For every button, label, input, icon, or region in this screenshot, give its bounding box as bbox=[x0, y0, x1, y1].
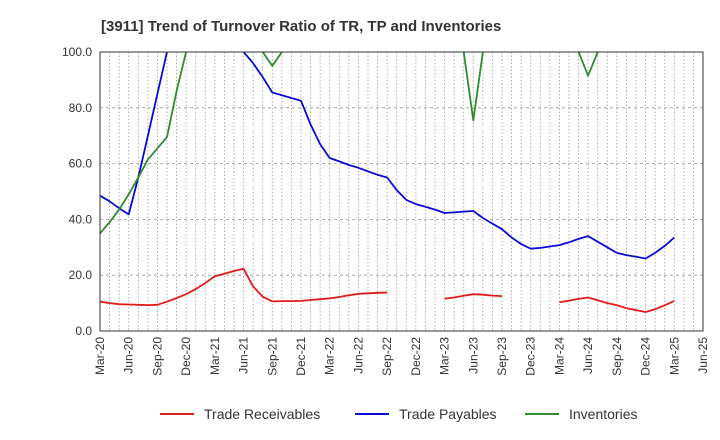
y-tick-label: 100.0 bbox=[62, 45, 92, 59]
x-axis-ticks: Mar-20 Jun-20 Sep-20 Dec-20 Mar-21 Jun-21 Sep-… bbox=[93, 337, 710, 376]
legend-label: Trade Receivables bbox=[204, 406, 320, 422]
chart-title: [3911] Trend of Turnover Ratio of TR, TP… bbox=[101, 18, 501, 35]
x-tick-label: Jun-22 bbox=[351, 337, 365, 374]
grid bbox=[100, 52, 703, 331]
x-tick-label: Dec-23 bbox=[524, 337, 538, 376]
series-lines bbox=[100, 52, 675, 313]
series-line-inventories bbox=[100, 52, 599, 234]
x-tick-label: Dec-21 bbox=[294, 337, 308, 376]
series-line-trade-receivables bbox=[100, 267, 675, 313]
y-tick-label: 40.0 bbox=[69, 212, 93, 226]
legend: Trade Receivables Trade Payables Inventori… bbox=[160, 406, 637, 422]
x-tick-label: Mar-21 bbox=[208, 337, 222, 375]
plot-frame bbox=[99, 51, 704, 332]
legend-label: Trade Payables bbox=[399, 406, 497, 422]
x-tick-label: Sep-20 bbox=[150, 337, 164, 376]
series-line-trade-payables bbox=[100, 52, 675, 260]
x-tick-label: Jun-21 bbox=[237, 337, 251, 374]
x-tick-label: Sep-22 bbox=[380, 337, 394, 376]
x-tick-label: Jun-23 bbox=[466, 337, 480, 374]
x-tick-label: Mar-20 bbox=[93, 337, 107, 375]
x-tick-label: Sep-24 bbox=[610, 337, 624, 376]
y-tick-label: 60.0 bbox=[69, 157, 93, 171]
x-tick-label: Mar-25 bbox=[667, 337, 681, 375]
x-tick-label: Dec-20 bbox=[179, 337, 193, 376]
x-tick-label: Jun-25 bbox=[696, 337, 710, 374]
x-tick-label: Mar-22 bbox=[323, 337, 337, 375]
x-tick-label: Sep-21 bbox=[265, 337, 279, 376]
x-tick-label: Mar-24 bbox=[552, 337, 566, 375]
x-tick-label: Jun-24 bbox=[581, 337, 595, 374]
legend-label: Inventories bbox=[569, 406, 637, 422]
y-tick-label: 0.0 bbox=[75, 324, 92, 338]
x-tick-label: Jun-20 bbox=[122, 337, 136, 374]
y-axis-ticks: 0.0 20.0 40.0 60.0 80.0 100.0 bbox=[62, 45, 92, 338]
x-tick-label: Dec-22 bbox=[409, 337, 423, 376]
x-tick-label: Sep-23 bbox=[495, 337, 509, 376]
x-tick-label: Dec-24 bbox=[639, 337, 653, 376]
y-tick-label: 80.0 bbox=[69, 101, 93, 115]
y-tick-label: 20.0 bbox=[69, 268, 93, 282]
x-tick-label: Mar-23 bbox=[438, 337, 452, 375]
